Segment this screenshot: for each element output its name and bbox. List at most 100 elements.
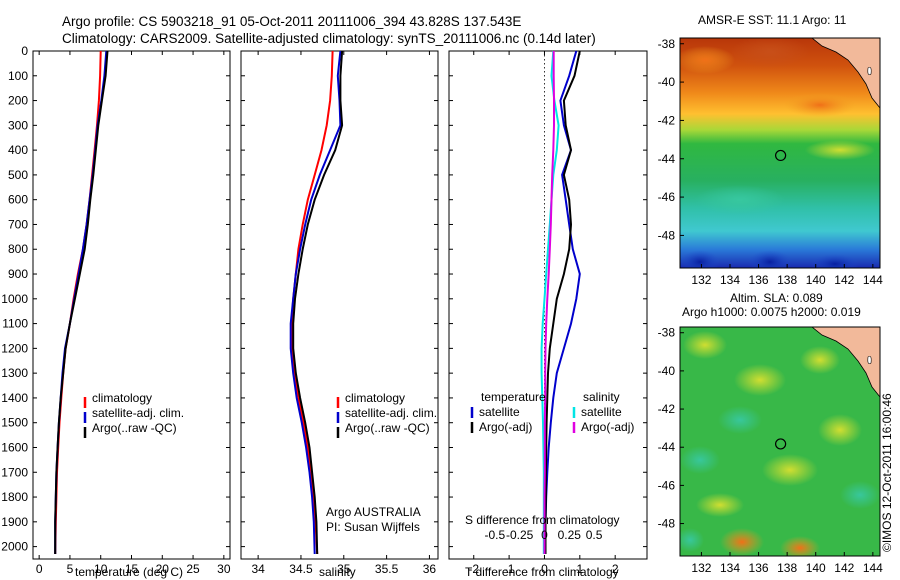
- s-difference-label: S difference from climatology: [465, 513, 620, 527]
- legend-salinity-heading: salinity: [583, 390, 620, 404]
- lat-tick-label: -48: [658, 517, 676, 531]
- lon-tick-label: 132: [691, 561, 711, 575]
- legend-t-satellite-label: satellite: [479, 405, 520, 419]
- sst-cold-patch: [811, 254, 859, 268]
- sst-map-frame: [679, 37, 881, 269]
- sla-high-patch: [734, 364, 786, 396]
- lat-tick-label: -48: [658, 228, 676, 242]
- sla-high-patch: [800, 346, 840, 374]
- land-lake: [867, 66, 872, 76]
- lon-tick-label: 144: [863, 273, 883, 287]
- depth-tick-label: 1700: [1, 465, 28, 479]
- difference-legend: temperature satellite Argo(-adj) salinit…: [470, 390, 634, 434]
- header-title-line1: Argo profile: CS 5903218_91 05-Oct-2011 …: [62, 14, 521, 29]
- x-tick-label: -1: [504, 562, 515, 576]
- argo-position-marker: [775, 149, 787, 162]
- sla-map-title: Altim. SLA: 0.089: [730, 291, 823, 305]
- lat-tick-label: -46: [658, 478, 676, 492]
- lon-tick-label: 136: [749, 273, 769, 287]
- legend-climatology-label: climatology: [345, 391, 405, 405]
- legend-satellite-label: satellite-adj. clim.: [345, 406, 437, 420]
- sla-low-patch: [680, 446, 720, 474]
- sla-high-patch: [683, 331, 727, 359]
- depth-tick-label: 1400: [1, 391, 28, 405]
- profile-line-satellite-adj-clim: [289, 50, 342, 555]
- lat-tick-label: -46: [658, 190, 676, 204]
- legend-argo-label: Argo(..raw -QC): [92, 421, 177, 435]
- depth-tick-label: 400: [8, 143, 28, 157]
- lat-tick-label: -40: [658, 364, 676, 378]
- sst-transition-patch: [805, 140, 875, 160]
- profile-line-argo-raw-qc: [54, 50, 109, 554]
- s-difference-tick-label: -0.25: [506, 528, 534, 542]
- difference-ticks: -2 -1 0 1 2: [449, 50, 647, 576]
- depth-tick-label: 1800: [1, 490, 28, 504]
- x-tick-label: 15: [125, 562, 139, 576]
- salinity-panel: 34 34.5 35 35.5 36 salinity climatology sate…: [240, 50, 439, 579]
- s-difference-tick-label: -0.5: [484, 528, 505, 542]
- x-tick-label: 10: [94, 562, 108, 576]
- temperature-legend: climatology satellite-adj. clim. Argo(..…: [83, 391, 184, 438]
- legend-satellite-label: satellite-adj. clim.: [92, 406, 184, 420]
- lat-tick-label: -38: [658, 326, 676, 340]
- legend-argo-label: Argo(..raw -QC): [345, 421, 430, 435]
- legend-temperature-heading: temperature: [481, 390, 546, 404]
- legend-s-satellite-label: satellite: [581, 405, 622, 419]
- depth-tick-label: 700: [8, 217, 28, 231]
- legend-t-argo-label: Argo(-adj): [479, 420, 532, 434]
- x-tick-label: 34: [251, 562, 265, 576]
- sst-map-ticks: 132 134 136 138 140 142 144 -38 -40 -42 -44 -46 -48: [658, 37, 884, 287]
- x-tick-label: 25: [186, 562, 200, 576]
- depth-tick-label: 1500: [1, 416, 28, 430]
- lon-tick-label: 136: [749, 561, 769, 575]
- lon-tick-label: 142: [834, 561, 854, 575]
- depth-tick-label: 600: [8, 193, 28, 207]
- lat-tick-label: -42: [658, 402, 676, 416]
- sla-high-patch: [818, 414, 862, 446]
- header-title-line2: Climatology: CARS2009. Satellite-adjuste…: [62, 31, 596, 46]
- sla-peak-patch: [720, 528, 764, 556]
- sst-warm-patch: [730, 38, 810, 68]
- profile-line-satellite: [544, 50, 581, 555]
- lon-tick-label: 132: [691, 273, 711, 287]
- sst-map-title: AMSR-E SST: 11.1 Argo: 11: [698, 13, 847, 27]
- sst-cool-patch: [695, 185, 785, 215]
- sla-high-patch: [696, 493, 744, 517]
- sst-cold-patch: [680, 250, 720, 268]
- salinity-ticks: 34 34.5 35 35.5 36: [241, 50, 438, 576]
- temperature-ticks: 0100200300400500600700800900100011001200…: [1, 44, 231, 576]
- x-tick-label: 0: [541, 562, 548, 576]
- depth-tick-label: 0: [21, 44, 28, 58]
- x-tick-label: 35: [337, 562, 351, 576]
- depth-tick-label: 800: [8, 242, 28, 256]
- salinity-profile-lines: [289, 50, 344, 555]
- lat-tick-label: -44: [658, 152, 676, 166]
- x-tick-label: -2: [468, 562, 479, 576]
- lat-tick-label: -40: [658, 75, 676, 89]
- sla-low-patch: [680, 528, 704, 552]
- sla-low-patch: [718, 406, 762, 434]
- s-difference-tick-label: 0.5: [586, 528, 603, 542]
- x-tick-label: 34.5: [289, 562, 313, 576]
- x-tick-label: 30: [217, 562, 231, 576]
- temperature-profile-lines: [54, 50, 109, 555]
- depth-tick-label: 300: [8, 118, 28, 132]
- sla-high-patch: [762, 454, 818, 486]
- lon-tick-label: 134: [720, 273, 740, 287]
- lon-tick-label: 142: [834, 273, 854, 287]
- tasmania-land: [811, 38, 880, 109]
- x-tick-label: 35.5: [375, 562, 399, 576]
- lon-tick-label: 134: [720, 561, 740, 575]
- x-tick-label: 0: [36, 562, 43, 576]
- sla-map-field: [680, 327, 880, 556]
- tasmania-land: [811, 327, 880, 398]
- temperature-xlabel: temperature (deg C): [75, 565, 183, 579]
- argo-owner-annotation: Argo AUSTRALIA: [326, 505, 421, 519]
- sla-map-subtitle: Argo h1000: 0.0075 h2000: 0.019: [682, 305, 861, 319]
- lon-tick-label: 138: [777, 561, 797, 575]
- s-difference-tick-label: 0.25: [558, 528, 582, 542]
- lon-tick-label: 144: [863, 561, 883, 575]
- depth-tick-label: 1100: [2, 317, 28, 331]
- sla-peak-patch: [780, 536, 820, 556]
